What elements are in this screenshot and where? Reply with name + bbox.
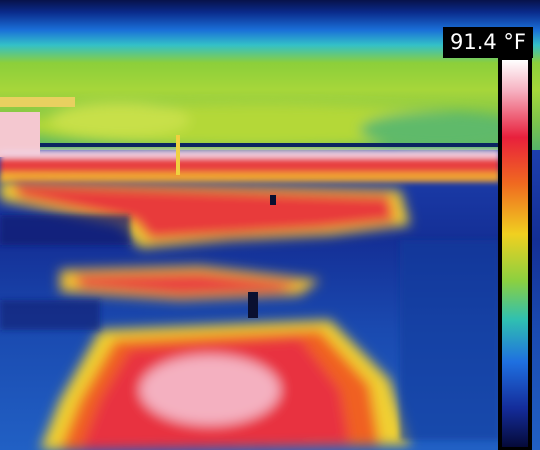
roof-vent: [248, 292, 258, 318]
roof-edge: [0, 150, 500, 182]
temperature-label: 91.4 °F: [450, 30, 526, 54]
building-wall: [0, 112, 40, 157]
vegetation: [20, 102, 520, 148]
cool-seams: [0, 215, 500, 440]
parapet-line: [40, 143, 500, 147]
roof-vent: [270, 195, 276, 205]
roof-overhang: [0, 97, 75, 107]
pipe: [176, 135, 180, 175]
color-scale: [502, 60, 528, 447]
temperature-box: [443, 27, 533, 58]
hot-patches: [0, 180, 410, 450]
